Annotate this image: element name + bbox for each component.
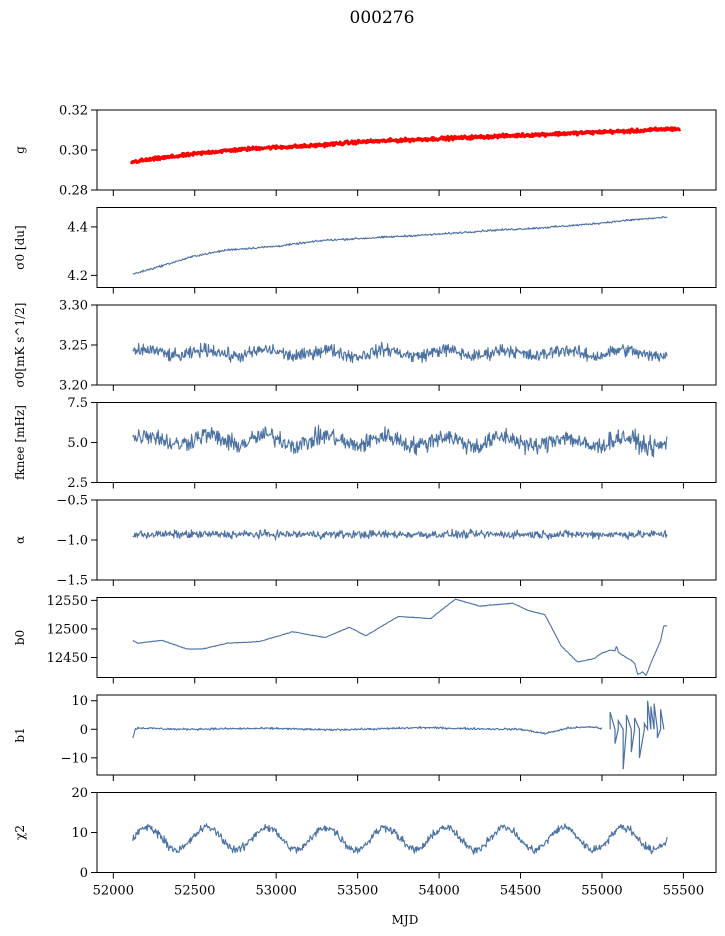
series-data-line: [132, 725, 603, 739]
y-axis-label: fknee [mHz]: [13, 405, 27, 480]
y-tick-label: 10: [71, 826, 88, 841]
x-axis-label: MJD: [392, 913, 419, 927]
panel-5: −1.5 −1.0 −0.5 α: [13, 494, 717, 589]
y-tick-label: 3.20: [59, 379, 88, 394]
y-tick-label: 12550: [47, 594, 88, 609]
series-data-line: [132, 424, 668, 458]
y-tick-label: 3.30: [59, 299, 88, 314]
x-tick-label: 52000: [93, 884, 134, 899]
y-tick-label: 0.28: [59, 184, 88, 199]
series-data-line: [132, 215, 668, 275]
y-tick-label: 10: [71, 694, 88, 709]
panel-8: 0 10 20 52000 52500 53000 53500 54000 54500 55000…: [13, 786, 717, 899]
panel-2: 4.2 4.4 σ0 [du]: [13, 207, 717, 294]
series-data-line: [132, 341, 668, 364]
panel-1: 0.28 0.30 0.32 g: [13, 104, 717, 199]
y-axis-label: α: [13, 536, 27, 544]
y-tick-label: −0.5: [56, 494, 88, 509]
x-tick-label: 55000: [581, 884, 622, 899]
y-tick-label: 0.32: [59, 104, 88, 119]
y-tick-label: 4.2: [67, 269, 88, 284]
y-tick-label: 12450: [47, 651, 88, 666]
y-tick-label: −10: [61, 751, 88, 766]
y-tick-label: 7.5: [67, 396, 88, 411]
y-tick-label: −1.0: [56, 534, 88, 549]
y-tick-label: 5.0: [67, 436, 88, 451]
y-tick-label: 3.25: [59, 339, 88, 354]
y-tick-label: 0: [80, 723, 88, 738]
y-tick-label: 2.5: [67, 476, 88, 491]
y-tick-label: 4.4: [67, 220, 88, 235]
y-axis-label: χ2: [13, 825, 27, 840]
y-tick-label: 20: [71, 786, 88, 801]
figure-title: 000276: [350, 8, 415, 28]
panel-7: −10 0 10 b1: [13, 694, 717, 781]
x-tick-label: 55500: [663, 884, 704, 899]
y-axis-label: b0: [13, 630, 27, 645]
y-tick-label: 0: [80, 866, 88, 881]
series-spikes-line: [609, 700, 665, 770]
y-axis-label: b1: [13, 727, 27, 742]
y-axis-label: g: [13, 146, 27, 154]
panel-frame: [96, 694, 717, 776]
panel-frame: [96, 207, 717, 288]
panel-3: 3.20 3.25 3.30 σ0[mK s^1/2]: [13, 299, 717, 394]
series-fit-line: [129, 126, 682, 165]
panel-6: 12450 12500 12550 b0: [13, 594, 717, 684]
x-tick-label: 53500: [337, 884, 378, 899]
panels: 0.28 0.30 0.32 g 4.2 4.4 σ0 [du] 3.20 3.25 3.30 σ0…: [13, 104, 717, 899]
x-tick-label: 53000: [256, 884, 297, 899]
x-tick-label: 54000: [418, 884, 459, 899]
series-data-line: [132, 528, 668, 541]
x-tick-label: 52500: [174, 884, 215, 899]
y-tick-label: 12500: [47, 622, 88, 637]
y-tick-label: 0.30: [59, 144, 88, 159]
y-axis-label: σ0[mK s^1/2]: [13, 303, 27, 388]
panel-4: 2.5 5.0 7.5 fknee [mHz]: [13, 396, 717, 491]
y-axis-label: σ0 [du]: [13, 225, 27, 269]
y-tick-label: −1.5: [56, 574, 88, 589]
x-tick-label: 54500: [500, 884, 541, 899]
panel-frame: [96, 597, 717, 678]
series-data-line: [132, 823, 668, 855]
series-data-line: [132, 598, 668, 676]
